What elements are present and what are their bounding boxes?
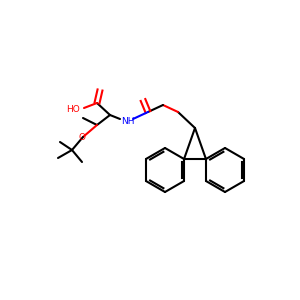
Text: O: O: [79, 134, 86, 142]
Text: HO: HO: [66, 104, 80, 113]
Text: NH: NH: [121, 118, 135, 127]
